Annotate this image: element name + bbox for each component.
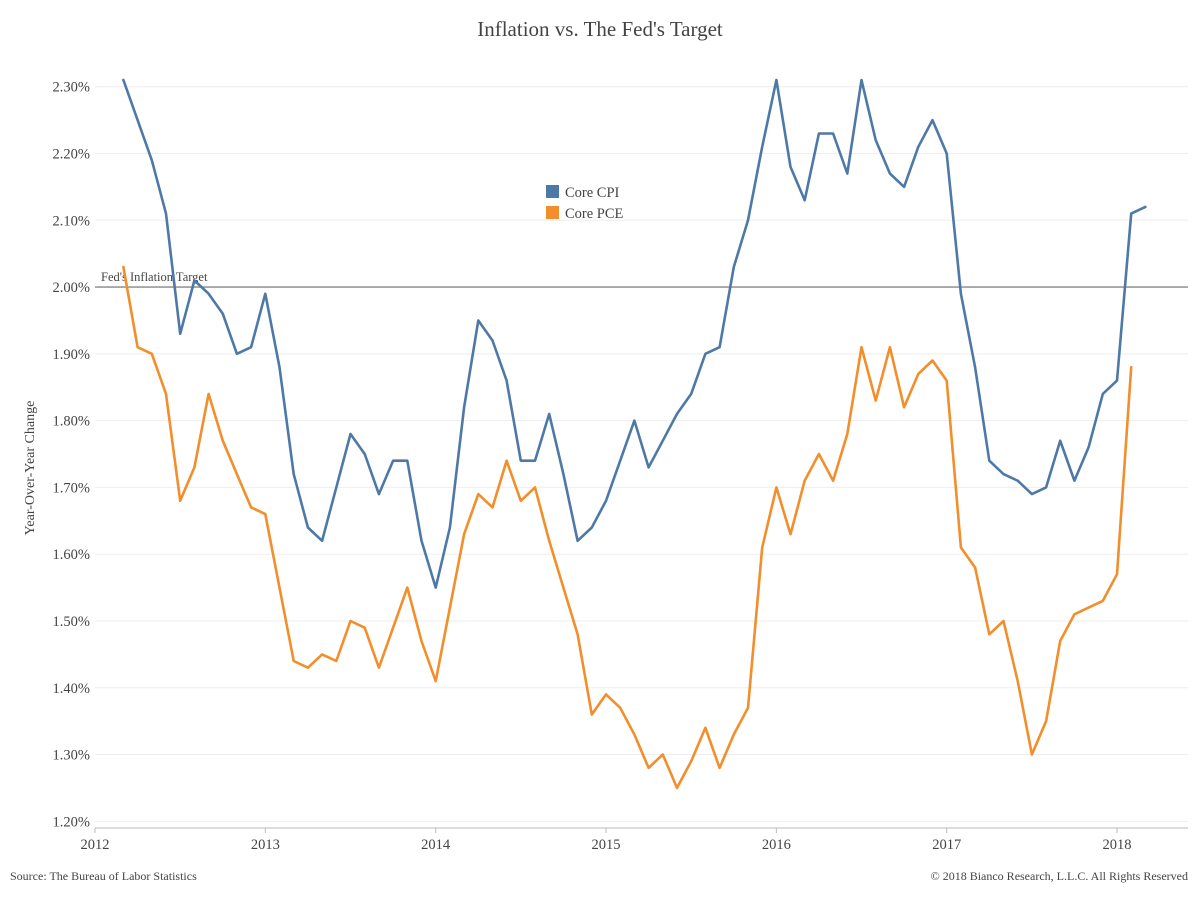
y-tick-label: 2.20% <box>53 146 90 162</box>
target-reference: Fed's Inflation Target <box>95 270 1188 288</box>
y-tick-label: 2.00% <box>53 280 90 296</box>
chart-title: Inflation vs. The Fed's Target <box>477 17 723 41</box>
y-axis-label: Year-Over-Year Change <box>23 401 38 536</box>
y-tick-label: 2.30% <box>53 80 90 96</box>
legend-label-core-cpi: Core CPI <box>565 185 620 201</box>
y-tick-label: 1.60% <box>53 547 90 563</box>
x-tick-label: 2017 <box>932 837 961 853</box>
x-tick-label: 2014 <box>421 837 451 853</box>
x-tick-label: 2012 <box>81 837 110 853</box>
y-tick-label: 2.10% <box>53 213 90 229</box>
legend-label-core-pce: Core PCE <box>565 206 624 222</box>
y-tick-label: 1.80% <box>53 414 90 430</box>
y-tick-label: 1.50% <box>53 614 90 630</box>
copyright-note: © 2018 Bianco Research, L.L.C. All Right… <box>930 869 1188 883</box>
y-tick-label: 1.20% <box>53 814 90 830</box>
x-tick-label: 2018 <box>1103 837 1132 853</box>
y-tick-label: 1.90% <box>53 347 90 363</box>
y-tick-label: 1.70% <box>53 480 90 496</box>
legend-swatch-core-pce <box>546 206 559 219</box>
legend-swatch-core-cpi <box>546 185 559 198</box>
x-tick-label: 2016 <box>762 837 791 853</box>
target-label: Fed's Inflation Target <box>101 270 208 284</box>
x-axis: 2012 2013 2014 2015 2016 2017 2018 <box>81 827 1188 853</box>
source-note: Source: The Bureau of Labor Statistics <box>10 869 197 883</box>
series-line-core-pce <box>122 265 1133 790</box>
y-axis: 1.20% 1.30% 1.40% 1.50% 1.60% 1.70% 1.80% 1.90%… <box>53 80 90 831</box>
y-tick-label: 1.40% <box>53 681 90 697</box>
series-line-core-cpi <box>122 78 1147 589</box>
y-tick-label: 1.30% <box>53 748 90 764</box>
legend[interactable]: Core CPI Core PCE <box>546 185 624 222</box>
x-tick-label: 2013 <box>251 837 280 853</box>
series-lines <box>122 78 1147 790</box>
x-tick-label: 2015 <box>592 837 621 853</box>
